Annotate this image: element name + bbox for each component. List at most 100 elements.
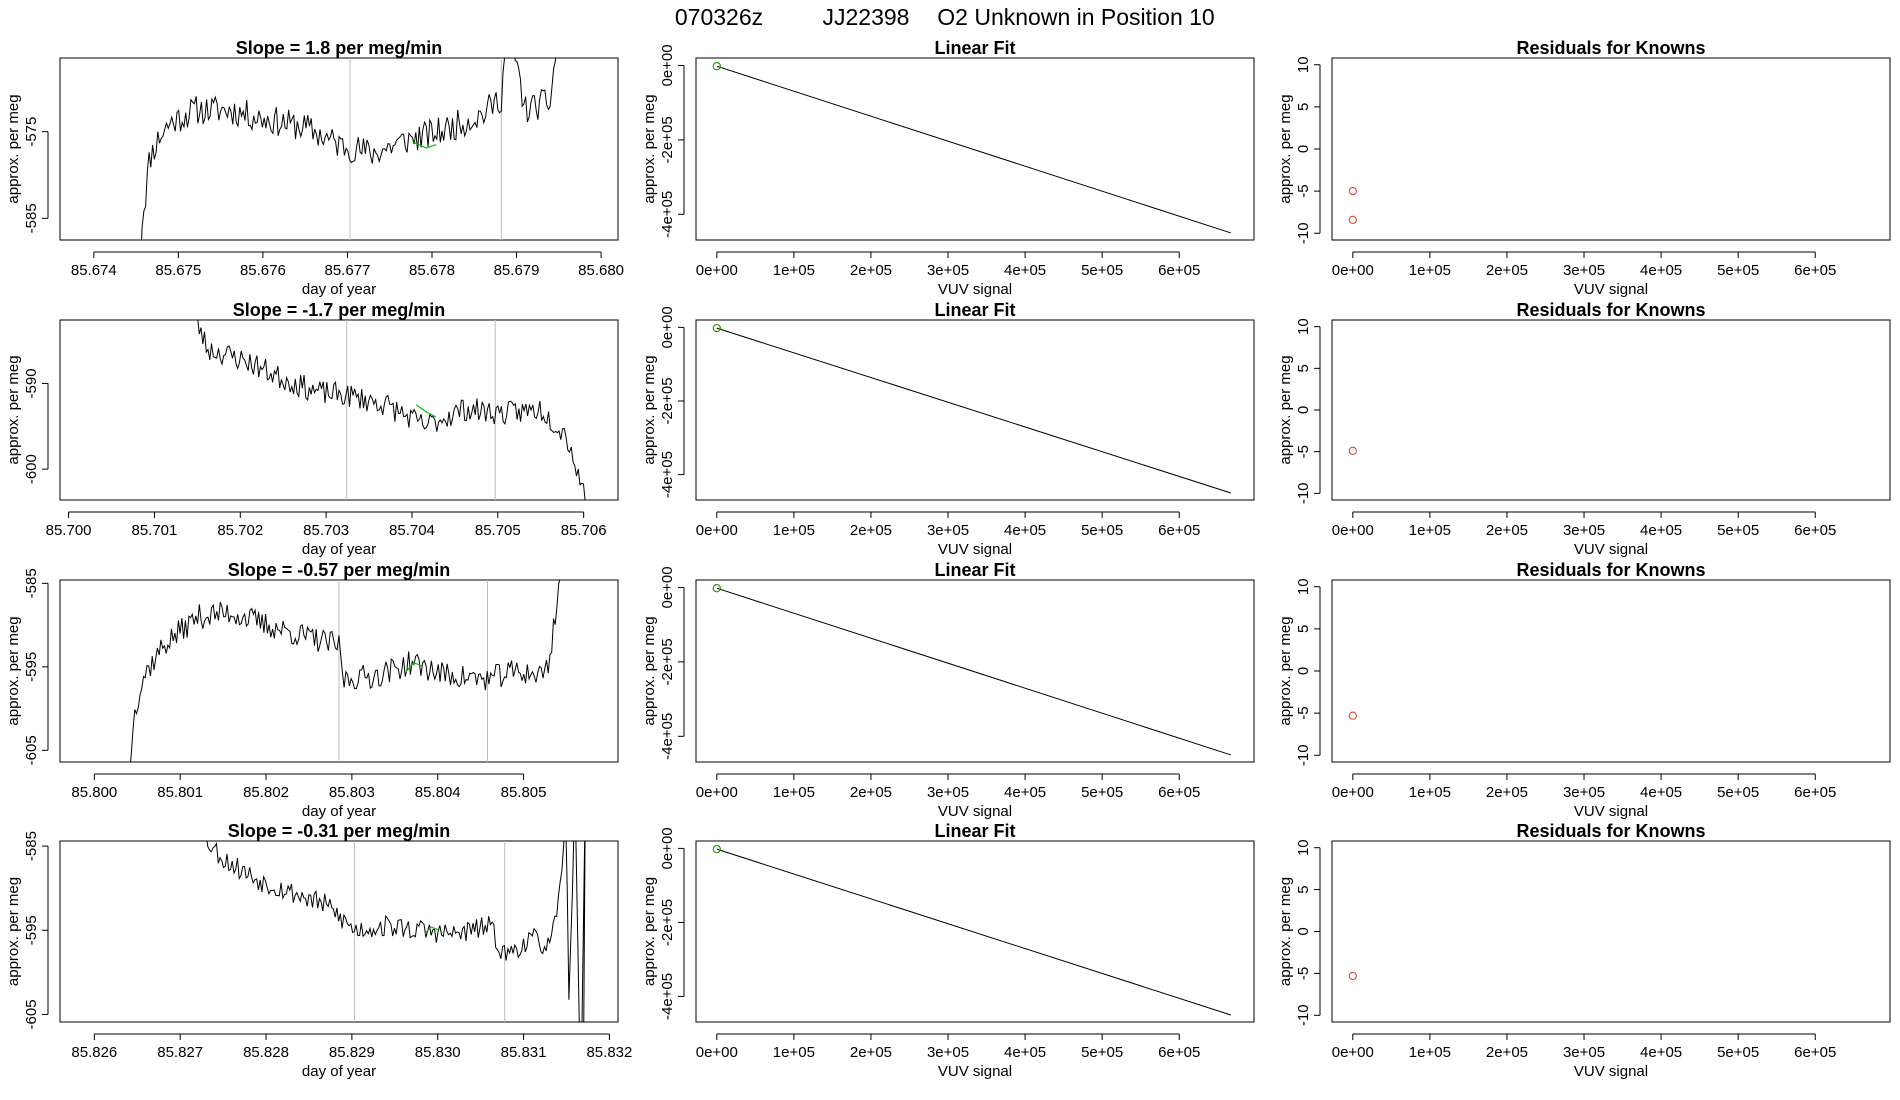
plot-area (712, 584, 1232, 756)
y-tick-label: -2e+05 (659, 638, 676, 685)
x-tick-label: 85.674 (71, 262, 117, 279)
x-tick-label: 3e+05 (1563, 522, 1605, 539)
y-tick-label: -4e+05 (659, 191, 676, 238)
panel-r3-c2: Linear Fit 0e+00 1e+05 2e+05 3e+05 4e+05 5e+05… (641, 560, 1255, 820)
x-tick-label: 4e+05 (1004, 262, 1046, 279)
x-axis-label: VUV signal (938, 541, 1012, 558)
super-title-date: 070326z (675, 4, 763, 30)
x-axis: 85.674 85.675 85.676 85.677 85.678 85.679 85.6… (71, 251, 624, 298)
y-tick-label: -585 (23, 203, 40, 233)
y-tick-label: 0 (1295, 406, 1312, 414)
y-tick-label: 10 (1295, 578, 1312, 595)
x-tick-label: 1e+05 (1409, 784, 1451, 801)
x-axis: 85.700 85.701 85.702 85.703 85.704 85.705 85.7… (46, 511, 607, 558)
plot-frame (1331, 579, 1891, 763)
y-axis-label: approx. per meg (1277, 616, 1294, 725)
y-tick-label: 5 (1295, 885, 1312, 893)
x-axis-label: VUV signal (1574, 281, 1648, 298)
x-tick-label: 85.676 (240, 262, 286, 279)
plot-area (1348, 971, 1357, 981)
y-tick-label: -5 (1295, 967, 1312, 980)
x-axis-label: VUV signal (1574, 1063, 1648, 1080)
x-axis-label: VUV signal (938, 803, 1012, 820)
known-point (712, 323, 721, 333)
panel-title: Linear Fit (934, 821, 1015, 841)
x-tick-label: 2e+05 (850, 1044, 892, 1061)
plot-frame (1331, 840, 1891, 1023)
x-tick-label: 1e+05 (773, 784, 815, 801)
x-axis: 0e+00 1e+05 2e+05 3e+05 4e+05 5e+05 6e+05 VUV s… (1332, 511, 1836, 558)
y-tick-label: -5 (1295, 184, 1312, 197)
residual-point (1348, 215, 1357, 224)
y-tick-label: -585 (23, 568, 40, 598)
y-axis: 10 5 0 -5 -10 approx. per meg (1277, 56, 1321, 244)
x-tick-label: 0e+00 (696, 262, 738, 279)
plot-area (712, 62, 1232, 234)
x-tick-label: 2e+05 (1486, 784, 1528, 801)
y-tick-label: -605 (23, 999, 40, 1029)
panel-title: Slope = -1.7 per meg/min (233, 300, 446, 320)
x-tick-label: 5e+05 (1717, 522, 1759, 539)
plot-area (1348, 446, 1357, 455)
y-axis-label: approx. per meg (641, 616, 658, 725)
y-tick-label: 10 (1295, 318, 1312, 335)
plot-area (1348, 711, 1357, 720)
fit-window-highlight (405, 661, 423, 673)
x-tick-label: 85.830 (415, 1044, 461, 1061)
x-tick-label: 85.703 (303, 522, 349, 539)
y-axis-label: approx. per meg (1277, 877, 1294, 986)
y-axis-label: approx. per meg (5, 877, 22, 986)
plot-frame (695, 579, 1255, 763)
x-tick-label: 85.675 (155, 262, 201, 279)
y-axis: 10 5 0 -5 -10 approx. per meg (1277, 318, 1321, 504)
x-tick-label: 2e+05 (850, 522, 892, 539)
x-tick-label: 1e+05 (1409, 1044, 1451, 1061)
y-tick-label: -10 (1295, 1004, 1312, 1026)
x-tick-label: 5e+05 (1717, 262, 1759, 279)
panel-title: Linear Fit (934, 38, 1015, 58)
x-axis: 0e+00 1e+05 2e+05 3e+05 4e+05 5e+05 6e+05 VUV s… (696, 251, 1200, 298)
super-title-desc: O2 Unknown in Position 10 (937, 4, 1214, 30)
plot-frame (59, 57, 619, 241)
data-series-line (206, 841, 586, 1022)
x-tick-label: 0e+00 (1332, 1044, 1374, 1061)
y-tick-label: -4e+05 (659, 713, 676, 760)
x-tick-label: 0e+00 (1332, 784, 1374, 801)
y-tick-label: 0e+00 (659, 566, 676, 608)
x-tick-label: 6e+05 (1158, 784, 1200, 801)
x-axis: 0e+00 1e+05 2e+05 3e+05 4e+05 5e+05 6e+05 VUV s… (1332, 1033, 1836, 1080)
plot-frame (695, 57, 1255, 241)
plot-frame (1331, 319, 1891, 501)
y-tick-label: 5 (1295, 364, 1312, 372)
residual-point (1348, 971, 1357, 981)
x-axis: 0e+00 1e+05 2e+05 3e+05 4e+05 5e+05 6e+05 VUV s… (1332, 251, 1836, 298)
x-tick-label: 5e+05 (1717, 784, 1759, 801)
panel-r2-c3: Residuals for Knowns 0e+00 1e+05 2e+05 3e+05… (1277, 300, 1891, 558)
plot-area (712, 844, 1232, 1016)
fit-line (716, 327, 1232, 494)
y-tick-label: -5 (1295, 445, 1312, 458)
x-tick-label: 3e+05 (927, 1044, 969, 1061)
x-tick-label: 85.831 (501, 1044, 547, 1061)
x-tick-label: 85.802 (243, 784, 289, 801)
y-tick-label: 0 (1295, 927, 1312, 935)
x-tick-label: 4e+05 (1640, 522, 1682, 539)
x-tick-label: 85.704 (389, 522, 435, 539)
y-tick-label: -600 (23, 454, 40, 484)
x-tick-label: 85.677 (325, 262, 371, 279)
y-tick-label: -10 (1295, 744, 1312, 766)
y-tick-label: 0e+00 (659, 306, 676, 348)
x-tick-label: 85.678 (409, 262, 455, 279)
x-tick-label: 4e+05 (1640, 784, 1682, 801)
y-tick-label: -5 (1295, 706, 1312, 719)
plot-frame (1331, 57, 1891, 241)
x-tick-label: 85.801 (157, 784, 203, 801)
known-point (712, 584, 721, 593)
